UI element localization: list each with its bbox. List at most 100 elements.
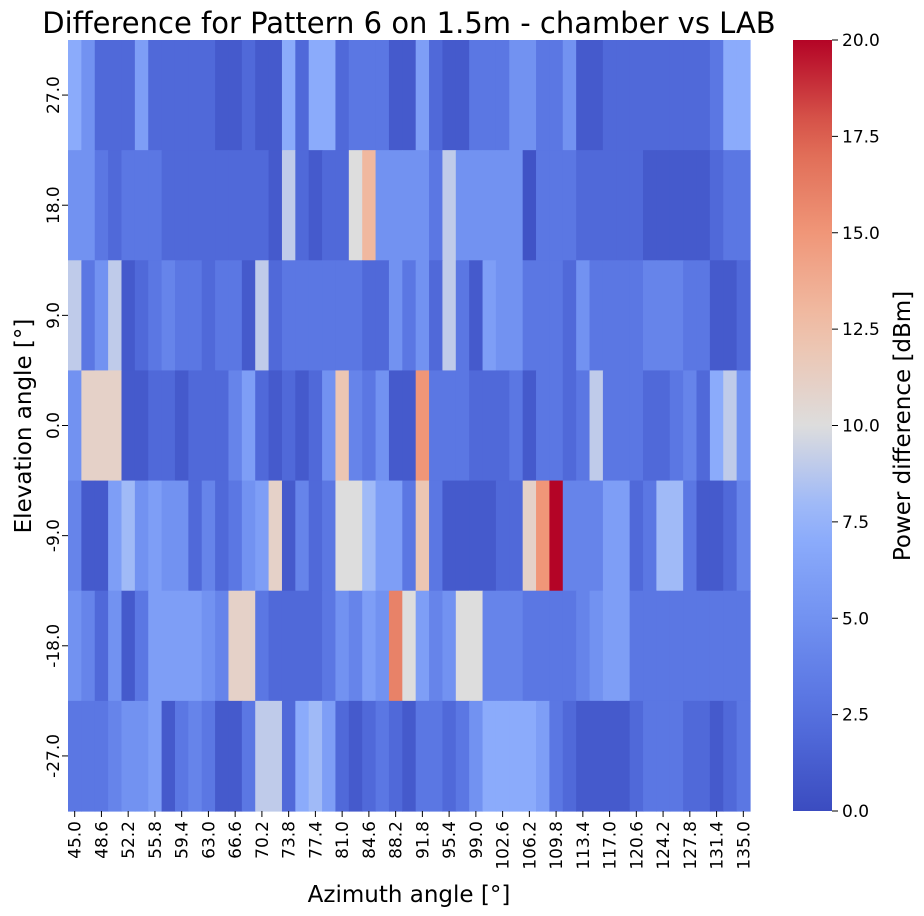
heatmap-cell [455,370,470,482]
x-tick-label: 84.6 [360,821,380,859]
heatmap-cell [429,40,444,151]
heatmap-cell [322,150,337,261]
heatmap-cell [134,370,149,482]
heatmap-cell [255,700,270,812]
heatmap-cell [736,700,751,812]
heatmap-cell [94,700,109,812]
heatmap-cell [589,700,604,812]
heatmap-cell [522,590,537,702]
x-tick-label: 55.8 [146,821,166,859]
heatmap-cell [375,590,390,702]
heatmap-cell [201,40,216,151]
heatmap-cell [602,480,617,592]
heatmap-cell [81,40,96,151]
heatmap-cell [322,700,337,812]
heatmap-cell [469,40,484,151]
heatmap-cell [509,260,524,372]
heatmap-cell [375,370,390,482]
heatmap-cell [683,150,698,261]
heatmap-cell [201,150,216,261]
heatmap-cell [108,590,123,702]
heatmap-cell [736,150,751,261]
heatmap-cell [549,150,564,261]
heatmap-cell [255,150,270,261]
heatmap-cell [683,260,698,372]
heatmap-cell [121,40,136,151]
heatmap-cell [215,480,230,592]
heatmap-cell [415,260,430,372]
x-tick-label: 109.8 [547,821,567,870]
heatmap-cell [94,150,109,261]
heatmap-cell [255,40,270,151]
heatmap-cell [656,150,671,261]
heatmap-cell [643,700,657,812]
heatmap-cell [121,700,136,812]
heatmap-cell [255,590,270,702]
heatmap-cell [522,150,537,261]
heatmap-cell [482,40,497,151]
heatmap-cell [469,480,484,592]
y-tick-label: 27.0 [44,76,64,114]
x-tick-label: 106.2 [520,821,540,870]
heatmap-cell [723,40,738,151]
heatmap-cell [442,150,457,261]
heatmap-cell [174,260,189,372]
heatmap-cell [148,260,163,372]
heatmap-cell [656,370,671,482]
heatmap-cell [68,150,82,261]
heatmap-cell [201,700,216,812]
heatmap-cell [348,370,363,482]
heatmap-cell [723,700,738,812]
heatmap-cell [482,700,497,812]
heatmap-cell [656,480,671,592]
heatmap-cell [215,150,230,261]
heatmap-cell [643,260,657,372]
heatmap-cell [94,260,109,372]
y-tick-label: 9.0 [44,302,64,329]
heatmap-cell [736,260,751,372]
heatmap-cell [415,590,430,702]
heatmap-cell [188,700,203,812]
heatmap-cell [696,150,711,261]
heatmap-cell [335,370,350,482]
heatmap-cell [215,40,230,151]
heatmap-cell [549,260,564,372]
x-tick-label: 63.0 [199,821,219,859]
heatmap-cell [696,40,711,151]
x-tick-label: 127.8 [681,821,701,870]
heatmap-cell [656,40,671,151]
heatmap-cell [696,700,711,812]
heatmap-cell [616,260,631,372]
heatmap-cell [375,480,390,592]
heatmap-cell [174,480,189,592]
heatmap-cell [268,40,283,151]
heatmap-cell [669,150,684,261]
x-tick-label: 52.2 [119,821,139,859]
heatmap-cell [522,40,537,151]
heatmap-cell [589,590,604,702]
heatmap-cell [295,150,310,261]
heatmap-cell [161,480,176,592]
heatmap-cell [643,590,657,702]
colorbar-tick-label: 5.0 [842,609,869,629]
heatmap-cell [495,150,510,261]
heatmap-cell [134,150,149,261]
heatmap-cell [362,370,377,482]
heatmap-cell [629,590,644,702]
heatmap-cell [602,40,617,151]
heatmap-cell [121,480,136,592]
heatmap-cell [134,40,149,151]
x-tick-label: 88.2 [387,821,407,859]
heatmap-cell [455,260,470,372]
heatmap-cell [643,480,657,592]
heatmap-cell [723,260,738,372]
heatmap-cell [522,700,537,812]
heatmap-cell [281,590,296,702]
x-tick-label: 77.4 [306,821,326,859]
heatmap-cell [616,700,631,812]
heatmap-cell [683,700,698,812]
heatmap-cell [375,40,390,151]
heatmap-cell [562,150,577,261]
heatmap-cell [268,260,283,372]
heatmap-cell [709,480,724,592]
